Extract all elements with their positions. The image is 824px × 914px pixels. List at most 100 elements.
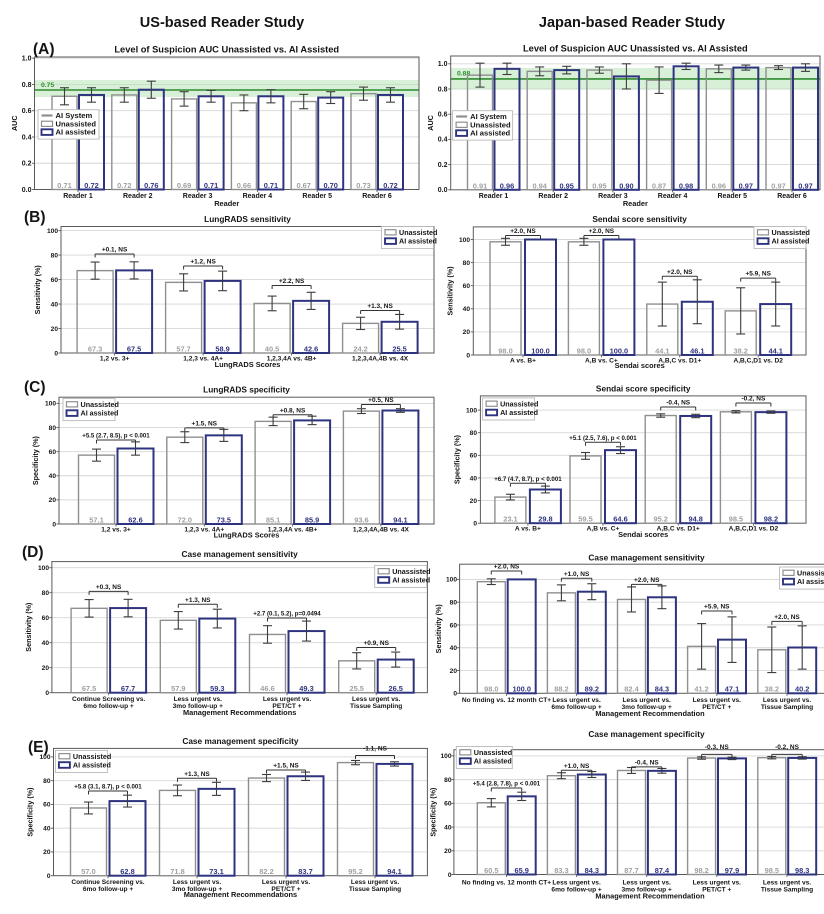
svg-text:0.69: 0.69 <box>177 181 191 190</box>
svg-text:0: 0 <box>54 350 58 357</box>
svg-text:+6.7 (4.7, 8.7), p < 0.001: +6.7 (4.7, 8.7), p < 0.001 <box>494 476 562 483</box>
svg-text:PET/CT +: PET/CT + <box>271 886 300 893</box>
svg-text:Less urgent vs.: Less urgent vs. <box>262 879 311 886</box>
svg-text:3mo follow-up +: 3mo follow-up + <box>173 703 224 710</box>
svg-text:73.1: 73.1 <box>209 867 223 876</box>
svg-text:AI assisted: AI assisted <box>797 577 824 586</box>
svg-text:+1.5, NS: +1.5, NS <box>273 763 299 770</box>
svg-text:Less urgent vs.: Less urgent vs. <box>763 697 812 704</box>
svg-text:0.96: 0.96 <box>500 181 514 190</box>
svg-text:98.0: 98.0 <box>498 346 512 355</box>
svg-text:0.90: 0.90 <box>619 181 633 190</box>
svg-text:25.5: 25.5 <box>392 345 406 354</box>
svg-text:Unassisted: Unassisted <box>392 567 430 576</box>
svg-text:Unassisted: Unassisted <box>500 399 538 408</box>
svg-text:0.95: 0.95 <box>560 181 574 190</box>
svg-text:6mo follow-up +: 6mo follow-up + <box>551 704 602 711</box>
svg-text:+5.8 (3.1, 8.7), p < 0.001: +5.8 (3.1, 8.7), p < 0.001 <box>74 784 142 791</box>
svg-text:PET/CT +: PET/CT + <box>272 703 301 710</box>
svg-text:0.97: 0.97 <box>739 181 753 190</box>
svg-text:-0.2, NS: -0.2, NS <box>741 396 766 403</box>
svg-text:60: 60 <box>43 802 51 809</box>
svg-text:100.0: 100.0 <box>531 346 550 355</box>
svg-text:1,2,3,4A vs. 4B+: 1,2,3,4A vs. 4B+ <box>268 527 318 534</box>
svg-text:87.7: 87.7 <box>624 866 638 875</box>
svg-text:100.0: 100.0 <box>512 685 531 694</box>
svg-text:95.2: 95.2 <box>654 515 668 524</box>
svg-text:65.9: 65.9 <box>515 866 529 875</box>
svg-text:+2.2, NS: +2.2, NS <box>279 278 305 285</box>
svg-text:Japan-based Reader Study: Japan-based Reader Study <box>539 15 725 31</box>
svg-text:20: 20 <box>51 326 59 333</box>
svg-text:0.87: 0.87 <box>652 181 666 190</box>
svg-text:Unassisted: Unassisted <box>772 228 810 237</box>
svg-text:80: 80 <box>49 425 57 432</box>
svg-text:AI System: AI System <box>470 112 507 121</box>
svg-text:1.0: 1.0 <box>22 56 32 63</box>
svg-text:3mo follow-up +: 3mo follow-up + <box>622 704 673 711</box>
svg-text:+1.0, NS: +1.0, NS <box>564 763 590 770</box>
svg-text:Less urgent vs.: Less urgent vs. <box>173 879 222 886</box>
svg-text:0.72: 0.72 <box>117 181 131 190</box>
svg-text:Reader 2: Reader 2 <box>538 193 568 200</box>
svg-text:98.3: 98.3 <box>795 866 809 875</box>
svg-text:80: 80 <box>444 777 452 784</box>
svg-text:38.2: 38.2 <box>765 685 779 694</box>
svg-text:100: 100 <box>440 753 451 760</box>
svg-text:Less urgent vs.: Less urgent vs. <box>263 696 312 703</box>
svg-text:-0.2, NS: -0.2, NS <box>775 744 800 751</box>
svg-text:40: 40 <box>444 824 452 831</box>
svg-text:PET/CT +: PET/CT + <box>702 704 731 711</box>
svg-text:80: 80 <box>470 430 478 437</box>
svg-text:20: 20 <box>450 668 458 675</box>
svg-text:94.1: 94.1 <box>393 515 407 524</box>
svg-text:Reader 4: Reader 4 <box>243 193 273 200</box>
svg-text:Reader 3: Reader 3 <box>183 193 213 200</box>
svg-text:A vs. B+: A vs. B+ <box>515 526 541 533</box>
svg-text:20: 20 <box>49 497 57 504</box>
svg-text:AUC: AUC <box>10 115 19 131</box>
svg-text:44.1: 44.1 <box>769 346 783 355</box>
svg-text:Unassisted: Unassisted <box>56 119 97 128</box>
svg-text:100.0: 100.0 <box>610 346 629 355</box>
svg-text:Case management specificity: Case management specificity <box>588 729 705 739</box>
svg-text:Unassisted: Unassisted <box>797 568 824 577</box>
svg-text:Specificity (%): Specificity (%) <box>26 787 35 837</box>
svg-text:98.2: 98.2 <box>764 515 778 524</box>
svg-text:Sensitivity (%): Sensitivity (%) <box>33 265 42 315</box>
svg-text:67.3: 67.3 <box>88 345 102 354</box>
svg-text:57.7: 57.7 <box>176 345 190 354</box>
svg-text:LungRADS sensitivity: LungRADS sensitivity <box>204 214 291 224</box>
svg-text:0.8: 0.8 <box>22 82 32 89</box>
svg-text:Unassisted: Unassisted <box>81 400 119 409</box>
svg-text:-0.3, NS: -0.3, NS <box>705 744 730 751</box>
svg-text:0.66: 0.66 <box>237 181 251 190</box>
svg-text:100: 100 <box>459 237 470 244</box>
svg-text:89.2: 89.2 <box>585 685 599 694</box>
svg-text:0.4: 0.4 <box>438 137 448 144</box>
svg-text:83.7: 83.7 <box>298 867 312 876</box>
svg-text:57.1: 57.1 <box>89 515 103 524</box>
svg-text:26.5: 26.5 <box>389 684 403 693</box>
svg-text:87.4: 87.4 <box>655 866 670 875</box>
svg-text:Less urgent vs.: Less urgent vs. <box>623 880 672 887</box>
svg-text:+2.0, NS: +2.0, NS <box>494 564 520 571</box>
svg-text:+1.3, NS: +1.3, NS <box>367 303 393 310</box>
svg-text:94.8: 94.8 <box>689 515 703 524</box>
svg-text:73.5: 73.5 <box>217 515 231 524</box>
svg-text:+2.0, NS: +2.0, NS <box>510 228 536 235</box>
svg-text:3mo follow-up +: 3mo follow-up + <box>172 886 223 893</box>
svg-text:Sendai score sensitivity: Sendai score sensitivity <box>592 214 687 224</box>
svg-text:A,B,C vs. D1+: A,B,C vs. D1+ <box>658 358 701 365</box>
svg-text:Unassisted: Unassisted <box>474 748 512 757</box>
svg-text:60: 60 <box>42 615 50 622</box>
svg-text:Tissue Sampling: Tissue Sampling <box>350 703 402 710</box>
svg-text:0: 0 <box>466 352 470 359</box>
svg-text:1,2 vs. 3+: 1,2 vs. 3+ <box>100 356 130 363</box>
svg-text:+1.3, NS: +1.3, NS <box>184 771 210 778</box>
svg-text:0.97: 0.97 <box>798 181 812 190</box>
svg-text:AI assisted: AI assisted <box>772 237 810 246</box>
svg-text:A,B,C,D1 vs. D2: A,B,C,D1 vs. D2 <box>733 358 783 365</box>
svg-text:+1.5, NS: +1.5, NS <box>192 421 218 428</box>
svg-text:0.2: 0.2 <box>438 162 448 169</box>
